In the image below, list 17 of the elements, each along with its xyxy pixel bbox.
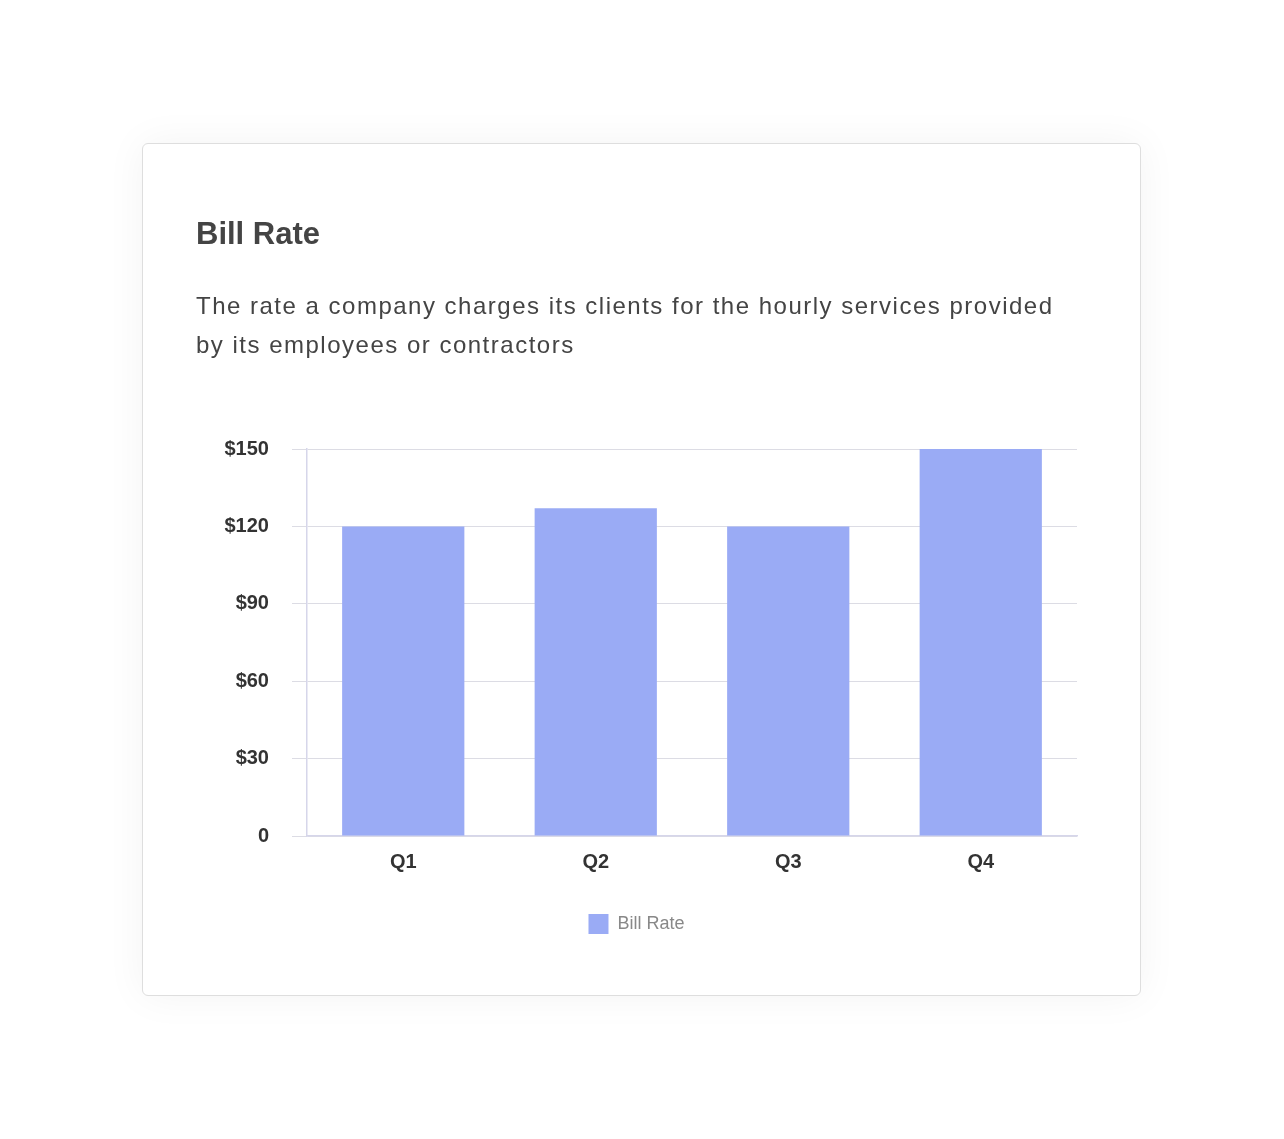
y-tick-label: $120 bbox=[224, 513, 269, 536]
x-tick-label: Q4 bbox=[967, 849, 995, 872]
legend-label: Bill Rate bbox=[617, 912, 685, 933]
bar bbox=[727, 526, 850, 836]
bar bbox=[342, 526, 465, 836]
y-tick-label: $30 bbox=[235, 746, 269, 769]
bar bbox=[919, 449, 1042, 836]
bar bbox=[534, 508, 657, 836]
chart-title: Bill Rate bbox=[196, 216, 321, 252]
y-tick-label: $60 bbox=[235, 668, 269, 691]
x-tick-label: Q2 bbox=[582, 849, 610, 872]
x-tick-label: Q3 bbox=[774, 849, 802, 872]
y-tick-label: 0 bbox=[257, 823, 269, 846]
chart-subtitle: The rate a company charges its clients for the hourly services provided by its employees or contractors bbox=[196, 291, 1055, 360]
y-tick-label: $150 bbox=[224, 436, 269, 459]
x-tick-label: Q1 bbox=[389, 849, 417, 872]
y-tick-label: $90 bbox=[235, 591, 269, 614]
